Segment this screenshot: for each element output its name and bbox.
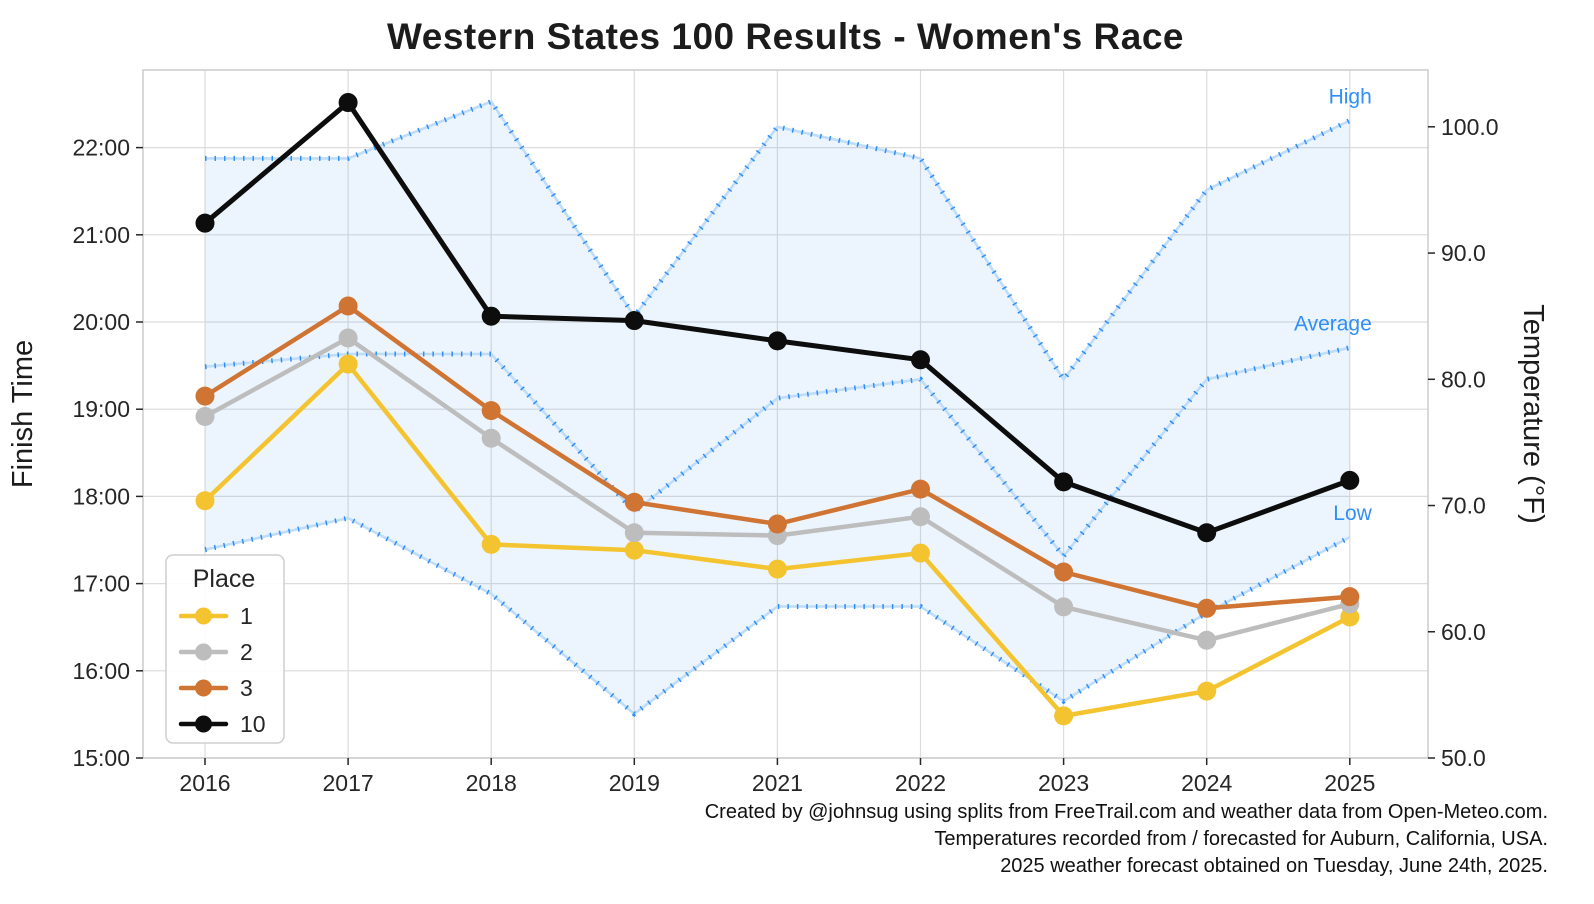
x-tick-label: 2017 bbox=[323, 770, 374, 796]
left-tick-label: 16:00 bbox=[72, 658, 130, 684]
data-point-place-1-2025 bbox=[1340, 607, 1360, 627]
data-point-place-1-2019 bbox=[624, 540, 644, 560]
footer-line-2: Temperatures recorded from / forecasted … bbox=[934, 828, 1548, 850]
data-point-place-2-2022 bbox=[911, 507, 930, 527]
data-point-place-10-2023 bbox=[1054, 472, 1074, 492]
data-point-place-3-2019 bbox=[624, 492, 644, 512]
data-point-place-3-2021 bbox=[767, 514, 787, 534]
data-point-place-10-2022 bbox=[911, 350, 930, 370]
legend-title: Place bbox=[193, 565, 256, 593]
data-point-place-2-2024 bbox=[1197, 630, 1217, 650]
x-tick-label: 2023 bbox=[1038, 770, 1089, 796]
legend-label-3: 3 bbox=[240, 675, 253, 701]
legend-marker-3 bbox=[195, 679, 212, 697]
place-series-10 bbox=[195, 93, 1360, 543]
left-tick-label: 18:00 bbox=[72, 483, 130, 509]
data-point-place-10-2017 bbox=[338, 93, 358, 113]
data-point-place-2-2018 bbox=[481, 428, 501, 448]
right-tick-label: 70.0 bbox=[1441, 493, 1486, 519]
data-point-place-2-2016 bbox=[195, 406, 215, 426]
data-point-place-3-2025 bbox=[1340, 587, 1360, 607]
data-point-place-10-2021 bbox=[767, 331, 787, 351]
right-tick-label: 80.0 bbox=[1441, 366, 1486, 392]
data-point-place-10-2024 bbox=[1197, 523, 1217, 543]
right-tick-label: 50.0 bbox=[1441, 745, 1486, 771]
data-point-place-2-2023 bbox=[1054, 597, 1074, 617]
place-series-1 bbox=[195, 354, 1360, 726]
x-tick-label: 2025 bbox=[1324, 770, 1375, 796]
left-tick-label: 20:00 bbox=[72, 309, 130, 335]
data-point-place-1-2024 bbox=[1197, 681, 1217, 701]
data-point-place-3-2016 bbox=[195, 386, 215, 406]
left-tick-label: 17:00 bbox=[72, 571, 130, 597]
data-point-place-3-2023 bbox=[1054, 562, 1074, 582]
data-point-place-1-2016 bbox=[195, 491, 215, 511]
axis-ticks: 15:00 16:00 17:00 18:00 19:00 20:00 21:00 22:00… bbox=[72, 114, 1498, 796]
legend-label-1: 1 bbox=[240, 603, 253, 629]
left-axis-title: Finish Time bbox=[7, 340, 39, 488]
right-tick-label: 100.0 bbox=[1441, 114, 1499, 140]
temp-series-average: Average bbox=[204, 313, 1372, 560]
legend-label-10: 10 bbox=[240, 711, 266, 737]
x-tick-label: 2022 bbox=[895, 770, 946, 796]
data-point-place-3-2017 bbox=[338, 296, 358, 316]
right-tick-label: 90.0 bbox=[1441, 240, 1486, 266]
legend-label-2: 2 bbox=[240, 639, 253, 665]
footer-line-1: Created by @johnsug using splits from Fr… bbox=[704, 801, 1548, 823]
temp-series-high: High bbox=[205, 85, 1372, 384]
x-tick-label: 2016 bbox=[179, 770, 230, 796]
right-tick-label: 60.0 bbox=[1441, 619, 1486, 645]
legend-marker-2 bbox=[195, 643, 212, 661]
data-point-place-3-2022 bbox=[911, 479, 930, 499]
right-axis-title: Temperature (°F) bbox=[1517, 304, 1549, 523]
x-tick-label: 2021 bbox=[752, 770, 803, 796]
left-tick-label: 19:00 bbox=[72, 396, 130, 422]
temp-series-low: Low bbox=[204, 502, 1373, 717]
legend-marker-1 bbox=[195, 607, 212, 625]
legend-marker-10 bbox=[195, 715, 212, 733]
x-tick-label: 2024 bbox=[1181, 770, 1232, 796]
left-tick-label: 21:00 bbox=[72, 222, 130, 248]
place-series-3 bbox=[195, 296, 1360, 618]
temp-series-label-low: Low bbox=[1333, 502, 1372, 525]
data-point-place-3-2018 bbox=[481, 401, 501, 421]
x-tick-label: 2018 bbox=[466, 770, 517, 796]
data-point-place-1-2022 bbox=[911, 543, 930, 563]
data-point-place-10-2018 bbox=[481, 306, 501, 326]
footer-credits: Created by @johnsug using splits from Fr… bbox=[705, 799, 1548, 880]
data-point-place-3-2024 bbox=[1197, 598, 1217, 618]
data-point-place-1-2023 bbox=[1054, 706, 1074, 726]
x-tick-label: 2019 bbox=[609, 770, 660, 796]
data-point-place-1-2018 bbox=[481, 534, 501, 554]
legend: Place 1 2 3 10 bbox=[165, 554, 285, 744]
data-point-place-10-2019 bbox=[624, 311, 644, 331]
left-tick-label: 22:00 bbox=[72, 135, 130, 161]
left-tick-label: 15:00 bbox=[72, 745, 130, 771]
plot-border bbox=[142, 69, 1429, 759]
temp-series-label-average: Average bbox=[1294, 313, 1372, 336]
data-point-place-10-2016 bbox=[195, 213, 215, 233]
temp-series-label-high: High bbox=[1329, 85, 1372, 108]
chart-title: Western States 100 Results - Women's Rac… bbox=[386, 16, 1184, 57]
data-point-place-2-2019 bbox=[624, 523, 644, 543]
footer-line-3: 2025 weather forecast obtained on Tuesda… bbox=[1000, 855, 1548, 877]
data-point-place-1-2021 bbox=[767, 559, 787, 579]
temperature-band bbox=[205, 101, 1350, 714]
legend-box bbox=[165, 554, 285, 744]
data-point-place-10-2025 bbox=[1340, 470, 1360, 490]
data-point-place-1-2017 bbox=[338, 354, 358, 374]
data-point-place-2-2017 bbox=[338, 328, 358, 348]
